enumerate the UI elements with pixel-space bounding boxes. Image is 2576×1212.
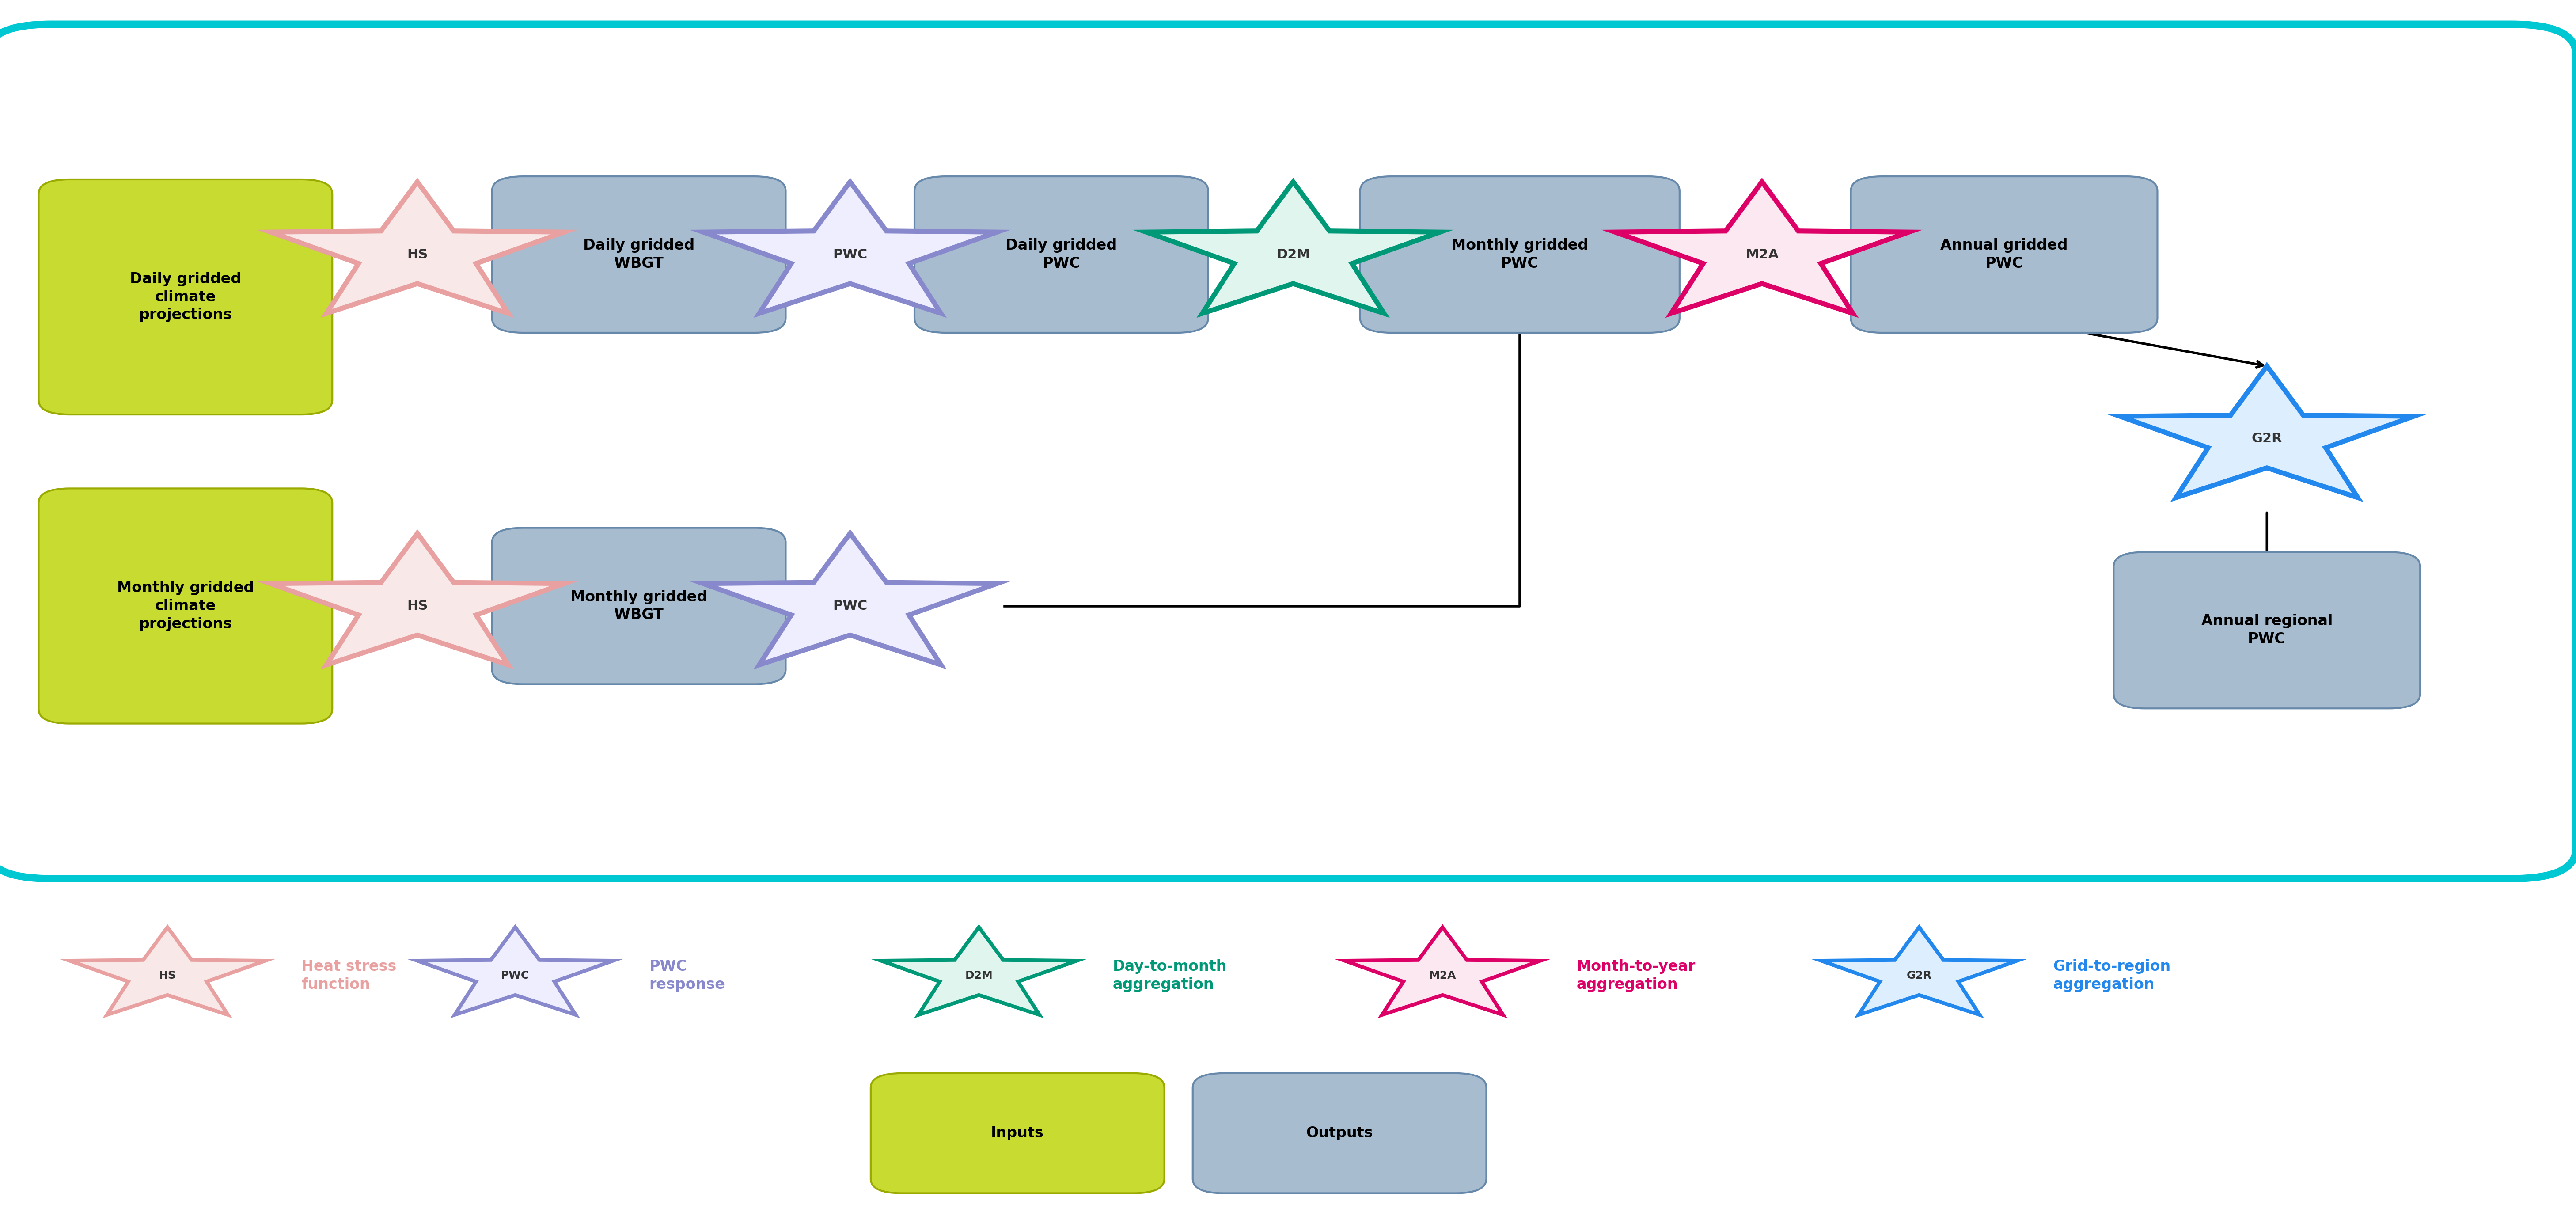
Text: Heat stress
function: Heat stress function (301, 960, 397, 991)
Polygon shape (1146, 182, 1440, 314)
FancyBboxPatch shape (0, 24, 2576, 879)
FancyBboxPatch shape (914, 176, 1208, 332)
Text: Monthly gridded
PWC: Monthly gridded PWC (1450, 239, 1589, 270)
Text: Annual regional
PWC: Annual regional PWC (2202, 614, 2331, 646)
Text: Day-to-month
aggregation: Day-to-month aggregation (1113, 960, 1226, 991)
Text: Annual gridded
PWC: Annual gridded PWC (1940, 239, 2069, 270)
Polygon shape (881, 927, 1077, 1014)
Polygon shape (2120, 366, 2414, 498)
Text: M2A: M2A (1747, 248, 1777, 261)
Text: Monthly gridded
climate
projections: Monthly gridded climate projections (116, 581, 255, 631)
FancyBboxPatch shape (1850, 176, 2156, 332)
Text: Inputs: Inputs (992, 1126, 1043, 1140)
Polygon shape (1821, 927, 2017, 1014)
Text: M2A: M2A (1430, 971, 1455, 981)
FancyBboxPatch shape (2112, 553, 2419, 708)
Text: Daily gridded
climate
projections: Daily gridded climate projections (129, 271, 242, 322)
FancyBboxPatch shape (1360, 176, 1680, 332)
Text: PWC: PWC (832, 600, 868, 612)
Polygon shape (1345, 927, 1540, 1014)
Text: Grid-to-region
aggregation: Grid-to-region aggregation (2053, 960, 2172, 991)
Text: D2M: D2M (966, 971, 992, 981)
Text: PWC: PWC (500, 971, 531, 981)
Text: Monthly gridded
WBGT: Monthly gridded WBGT (569, 590, 708, 622)
Polygon shape (703, 182, 997, 314)
FancyBboxPatch shape (1193, 1074, 1486, 1193)
Text: Outputs: Outputs (1306, 1126, 1373, 1140)
Text: PWC
response: PWC response (649, 960, 724, 991)
Text: PWC: PWC (832, 248, 868, 261)
FancyBboxPatch shape (871, 1074, 1164, 1193)
Text: Month-to-year
aggregation: Month-to-year aggregation (1577, 960, 1695, 991)
Text: HS: HS (407, 600, 428, 612)
Polygon shape (703, 533, 997, 665)
Polygon shape (270, 533, 564, 665)
Text: HS: HS (160, 971, 175, 981)
Text: Daily gridded
WBGT: Daily gridded WBGT (582, 239, 696, 270)
Text: Daily gridded
PWC: Daily gridded PWC (1005, 239, 1118, 270)
Text: G2R: G2R (1906, 971, 1932, 981)
FancyBboxPatch shape (39, 179, 332, 415)
Polygon shape (417, 927, 613, 1014)
Polygon shape (1615, 182, 1909, 314)
Text: D2M: D2M (1275, 248, 1311, 261)
Text: G2R: G2R (2251, 433, 2282, 445)
FancyBboxPatch shape (492, 176, 786, 332)
FancyBboxPatch shape (492, 528, 786, 684)
Polygon shape (270, 182, 564, 314)
Polygon shape (70, 927, 265, 1014)
FancyBboxPatch shape (39, 488, 332, 724)
Text: HS: HS (407, 248, 428, 261)
